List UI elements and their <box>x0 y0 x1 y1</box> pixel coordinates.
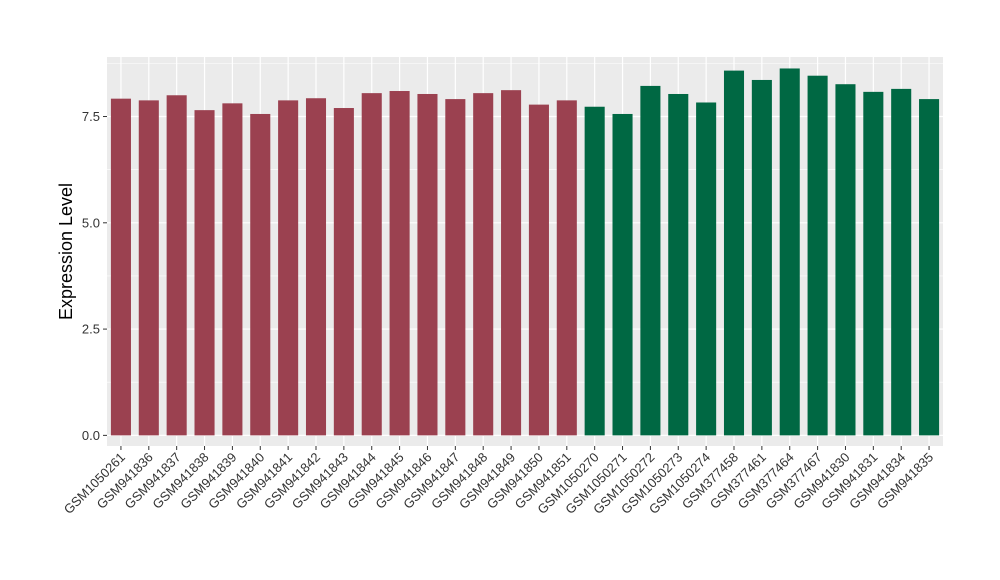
bar-GSM941840 <box>250 113 271 436</box>
bar-GSM1050273 <box>668 93 689 436</box>
y-axis: 0.0 2.5 5.0 7.5 <box>82 109 107 443</box>
bars <box>110 68 940 436</box>
bar-GSM941831 <box>863 91 884 436</box>
bar-GSM1050274 <box>696 102 717 436</box>
bar-GSM377458 <box>723 70 745 436</box>
bar-GSM941843 <box>333 108 354 436</box>
y-tick-label: 7.5 <box>82 109 100 124</box>
bar-GSM941834 <box>891 88 912 436</box>
bar-GSM941846 <box>417 93 438 436</box>
bar-GSM941845 <box>389 91 410 436</box>
y-tick-label: 0.0 <box>82 428 100 443</box>
bar-GSM1050261 <box>110 98 131 436</box>
bar-GSM377467 <box>807 75 828 436</box>
y-tick-label: 2.5 <box>82 322 100 337</box>
grid-minor <box>107 63 943 383</box>
bar-GSM377464 <box>779 68 800 436</box>
bar-GSM941850 <box>528 104 549 436</box>
bar-GSM941848 <box>473 93 494 436</box>
bar-GSM941851 <box>556 100 577 436</box>
bar-GSM941849 <box>501 90 522 436</box>
bar-GSM377461 <box>751 79 772 436</box>
bar-GSM941835 <box>919 99 940 436</box>
bar-GSM1050270 <box>584 106 605 436</box>
x-axis: GSM1050261GSM941836GSM941837GSM941838GSM… <box>61 446 936 517</box>
bar-GSM1050272 <box>640 85 661 436</box>
bar-GSM941837 <box>166 95 187 436</box>
y-tick-label: 5.0 <box>82 215 100 230</box>
y-axis-title: Expression Level <box>56 183 76 320</box>
bar-GSM941830 <box>835 84 856 436</box>
bar-GSM941844 <box>361 93 382 436</box>
bar-GSM941841 <box>278 100 299 436</box>
bar-GSM941839 <box>222 103 243 436</box>
bar-GSM941842 <box>305 98 327 436</box>
plot-panel <box>107 57 943 446</box>
bar-GSM1050271 <box>612 113 633 436</box>
bar-GSM941836 <box>138 100 159 436</box>
bar-GSM941838 <box>194 110 215 436</box>
bar-GSM941847 <box>445 99 466 436</box>
